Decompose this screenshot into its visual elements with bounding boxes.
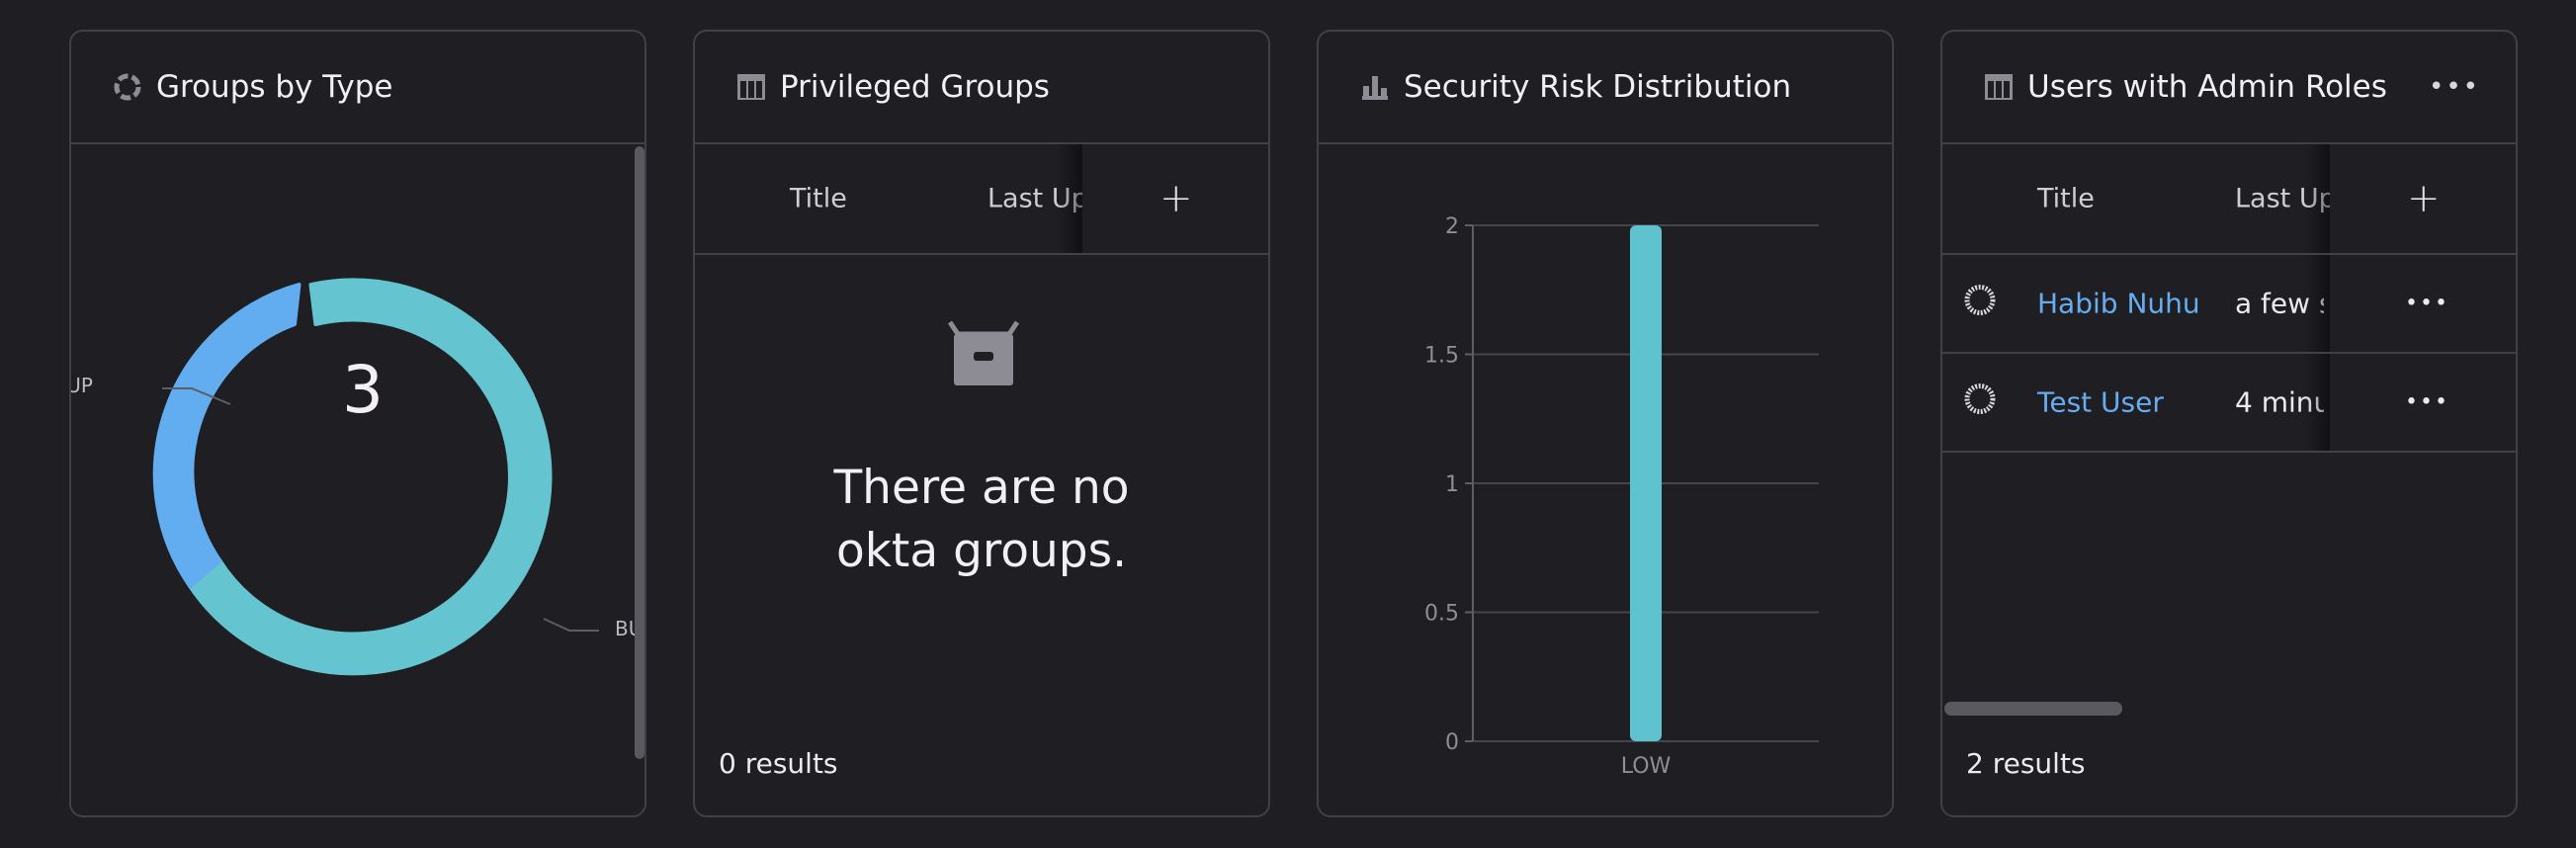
y-tick-label: 0 <box>1445 730 1459 755</box>
table-header: Title Last Up + <box>695 144 1268 255</box>
empty-message-line-2: okta groups. <box>835 524 1128 578</box>
privileged-groups-card: Privileged Groups Title Last Up + There … <box>693 30 1270 817</box>
add-column-button[interactable]: + <box>1159 176 1193 221</box>
y-tick-label: 1.5 <box>1424 344 1459 369</box>
horizontal-scrollbar[interactable] <box>1944 702 2122 716</box>
bar-chart: 0 0.5 1 1.5 2 LOW <box>1424 214 1819 779</box>
table-icon <box>736 72 766 102</box>
groups-by-type-card: Groups by Type UP BU 3 <box>69 30 646 817</box>
row-actions-icon[interactable]: ••• <box>2405 291 2449 316</box>
okta-icon <box>1964 383 1996 422</box>
bar-chart-icon <box>1360 72 1390 102</box>
card-header: Users with Admin Roles ••• <box>1942 32 2516 144</box>
card-header: Security Risk Distribution <box>1319 32 1892 144</box>
last-updated-cell: 4 minut <box>2235 385 2324 419</box>
last-updated-cell: a few s <box>2235 287 2324 320</box>
okta-icon <box>1964 285 1996 323</box>
column-header-title[interactable]: Title <box>790 183 847 214</box>
table-row[interactable]: Test User 4 minut ••• <box>1942 354 2516 453</box>
results-count: 0 results <box>719 747 838 780</box>
table-row[interactable]: Habib Nuhu a few s ••• <box>1942 255 2516 354</box>
admin-users-card: Users with Admin Roles ••• Title Last Up… <box>1940 30 2518 817</box>
card-title: Users with Admin Roles <box>2027 69 2387 105</box>
table-icon <box>1984 72 2014 102</box>
user-name-link[interactable]: Test User <box>2037 385 2164 419</box>
card-header: Groups by Type <box>71 32 644 144</box>
column-header-title[interactable]: Title <box>2037 183 2095 214</box>
row-actions-icon[interactable]: ••• <box>2405 389 2449 415</box>
column-header-last-updated[interactable]: Last Up <box>987 183 1082 214</box>
security-risk-card: Security Risk Distribution 0 0.5 1 1.5 2 LOW <box>1317 30 1894 817</box>
donut-label-up: UP <box>71 374 93 397</box>
y-tick-label: 0.5 <box>1424 602 1459 627</box>
empty-state-icon <box>946 318 1021 393</box>
donut-chart: UP BU 3 <box>71 144 644 815</box>
more-options-icon[interactable]: ••• <box>2428 72 2480 102</box>
card-title: Security Risk Distribution <box>1404 69 1792 105</box>
table-header: Title Last Up + <box>1942 144 2516 255</box>
donut-slice-bu[interactable] <box>188 278 553 676</box>
x-tick-label: LOW <box>1621 754 1672 779</box>
donut-chart-icon <box>113 72 142 102</box>
card-header: Privileged Groups <box>695 32 1268 144</box>
column-header-last-updated[interactable]: Last Up <box>2235 183 2330 214</box>
vertical-scrollbar[interactable] <box>635 146 644 759</box>
empty-state-message: There are no okta groups. <box>695 457 1268 583</box>
add-column-button[interactable]: + <box>2407 176 2441 221</box>
bar-low[interactable] <box>1630 225 1662 741</box>
empty-message-line-1: There are no <box>833 461 1130 515</box>
card-title: Privileged Groups <box>780 69 1050 105</box>
y-tick-label: 2 <box>1445 214 1459 239</box>
donut-total: 3 <box>342 352 384 428</box>
user-name-link[interactable]: Habib Nuhu <box>2037 287 2200 320</box>
y-tick-label: 1 <box>1445 472 1459 497</box>
donut-slice-up[interactable] <box>152 283 301 589</box>
results-count: 2 results <box>1966 747 2086 780</box>
card-title: Groups by Type <box>156 69 393 105</box>
